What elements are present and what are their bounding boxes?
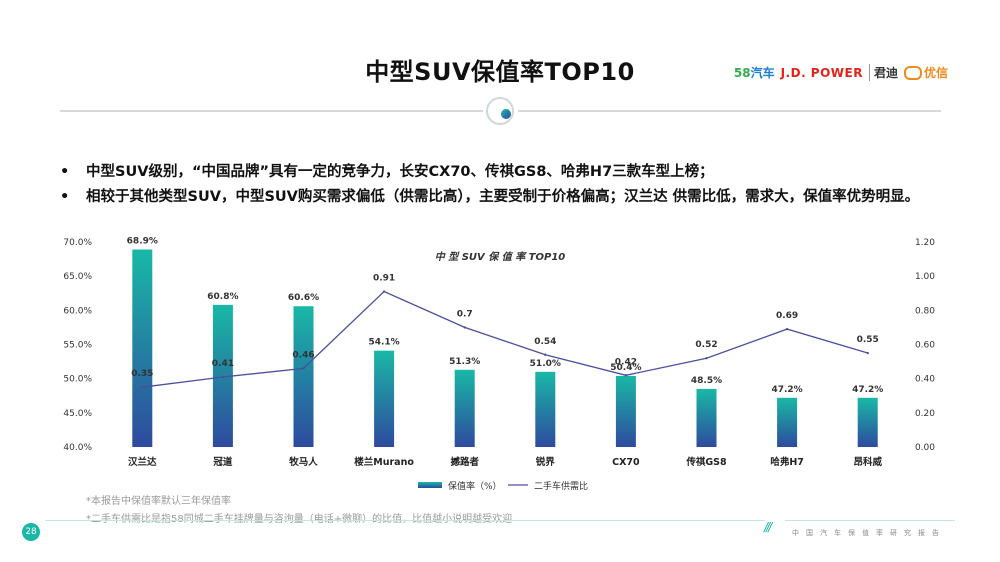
line-point xyxy=(544,353,547,356)
bar-value-label: 60.8% xyxy=(207,292,238,302)
category-label: 牧马人 xyxy=(289,456,318,468)
footnote-2: *二手车供需比是指58同城二手车挂牌量与咨询量（电话+微聊）的比值，比值越小说明… xyxy=(86,510,512,525)
line-value-label: 0.46 xyxy=(292,350,314,360)
category-label: 撼路者 xyxy=(450,456,479,468)
right-axis-tick-label: 0.80 xyxy=(915,306,935,316)
chart-title: 中 型 SUV 保 值 率 TOP10 xyxy=(435,251,566,263)
bar xyxy=(615,375,636,447)
category-label: 昂科威 xyxy=(853,456,882,468)
line-value-label: 0.41 xyxy=(212,359,234,369)
title-divider-right xyxy=(518,110,941,112)
line-value-label: 0.55 xyxy=(857,335,879,345)
line-point xyxy=(705,356,708,360)
page-title: 中型SUV保值率TOP10 xyxy=(365,58,635,86)
right-axis-tick-label: 1.20 xyxy=(915,238,935,248)
line-point xyxy=(221,375,225,379)
bullet-text: 中型SUV级别，“中国品牌”具有一定的竞争力，长安CX70、传祺GS8、哈弗H7… xyxy=(86,164,714,180)
right-axis-tick-label: 0.60 xyxy=(915,341,935,351)
logo-jundi: 君迪 xyxy=(868,64,898,81)
category-label: 哈弗H7 xyxy=(770,456,804,468)
line-value-label: 0.69 xyxy=(776,311,798,321)
legend-bar-swatch xyxy=(418,482,442,488)
line-point xyxy=(382,290,386,293)
category-label: 楼兰Murano xyxy=(354,456,414,468)
left-axis-tick-label: 55.0% xyxy=(63,341,92,351)
bar-value-label: 60.6% xyxy=(288,293,319,303)
bar-value-label: 51.3% xyxy=(449,357,480,367)
line-value-label: 0.42 xyxy=(615,357,637,367)
left-axis-tick-label: 65.0% xyxy=(63,272,92,282)
bullet-text: 相较于其他类型SUV，中型SUV购买需求偏低（供需比高），主要受制于价格偏高；汉… xyxy=(86,189,920,205)
right-axis-tick-label: 0.20 xyxy=(915,409,935,419)
summary-bullets: • 中型SUV级别，“中国品牌”具有一定的竞争力，长安CX70、传祺GS8、哈弗… xyxy=(60,160,919,210)
logo-youxin: 优信 xyxy=(903,64,948,81)
bar xyxy=(696,388,717,447)
line-value-label: 0.91 xyxy=(373,274,395,284)
right-axis-tick-label: 0.40 xyxy=(915,375,935,385)
line-value-label: 0.54 xyxy=(534,337,556,347)
page-number: 28 xyxy=(22,523,40,541)
footer-line-right xyxy=(785,520,955,521)
bar xyxy=(857,397,878,447)
footer-line xyxy=(45,520,765,521)
line-value-label: 0.7 xyxy=(457,309,473,319)
footer-slashes: /// xyxy=(764,520,772,534)
bullet-dot-icon: • xyxy=(60,189,70,205)
bar-value-label: 47.2% xyxy=(771,385,802,395)
left-axis-tick-label: 45.0% xyxy=(63,409,92,419)
bullet-item: • 中型SUV级别，“中国品牌”具有一定的竞争力，长安CX70、传祺GS8、哈弗… xyxy=(60,160,919,185)
bar xyxy=(777,397,798,447)
supply-demand-line xyxy=(142,290,868,388)
line-point xyxy=(302,367,305,370)
line-point xyxy=(624,374,628,377)
category-label: 传祺GS8 xyxy=(685,456,727,468)
bar-value-label: 47.2% xyxy=(852,385,883,395)
line-value-label: 0.52 xyxy=(695,340,717,350)
line-point xyxy=(866,351,869,355)
right-axis-tick-label: 0.00 xyxy=(915,443,935,453)
category-label: 汉兰达 xyxy=(128,456,157,468)
category-label: CX70 xyxy=(612,457,640,468)
logo-jd-power: J.D. POWER xyxy=(780,65,863,80)
bar xyxy=(132,249,153,447)
bar-value-label: 50.4% xyxy=(610,363,641,373)
bar-value-label: 51.0% xyxy=(530,359,561,369)
left-axis-tick-label: 70.0% xyxy=(63,238,92,248)
bullet-dot-icon: • xyxy=(60,164,70,180)
line-point xyxy=(785,327,789,331)
bar xyxy=(293,306,314,447)
youxin-mark-icon xyxy=(903,65,922,80)
bar-value-label: 54.1% xyxy=(368,338,399,348)
category-label: 冠道 xyxy=(213,456,233,468)
bar-value-label: 48.5% xyxy=(691,376,722,386)
line-point xyxy=(463,326,466,329)
left-axis-tick-label: 50.0% xyxy=(63,375,92,385)
title-divider-left xyxy=(60,110,483,112)
bar xyxy=(374,350,395,447)
footnote-1: *本报告中保值率默认三年保值率 xyxy=(86,496,231,507)
line-value-label: 0.35 xyxy=(131,369,153,379)
line-point xyxy=(141,386,144,389)
bar xyxy=(454,369,475,447)
footer-report-name: 中国汽车保值率研究报告 xyxy=(792,529,946,537)
brand-logos: 58汽车 J.D. POWER 君迪 优信 xyxy=(734,64,948,81)
left-axis-tick-label: 40.0% xyxy=(63,443,92,453)
bullet-item: • 相较于其他类型SUV，中型SUV购买需求偏低（供需比高），主要受制于价格偏高… xyxy=(60,185,919,210)
bar xyxy=(535,371,556,447)
category-label: 锐界 xyxy=(536,456,556,468)
legend-line-label: 二手车供需比 xyxy=(534,480,588,492)
bar-value-label: 68.9% xyxy=(127,237,158,247)
left-axis-tick-label: 60.0% xyxy=(63,306,92,316)
divider-dot-icon xyxy=(501,109,511,119)
legend-bar-label: 保值率（%） xyxy=(448,480,502,492)
logo-58-tongcheng: 58汽车 xyxy=(733,66,775,80)
right-axis-tick-label: 1.00 xyxy=(915,272,935,282)
